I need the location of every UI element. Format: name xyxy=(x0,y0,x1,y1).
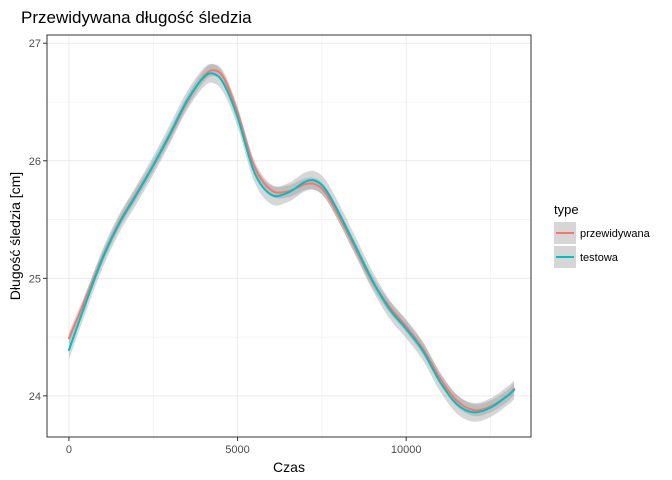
y-tick-label: 27 xyxy=(29,38,41,50)
y-tick-label: 24 xyxy=(29,391,41,403)
legend-label-testowa: testowa xyxy=(580,252,619,264)
confidence-band-przewidywana xyxy=(68,64,515,417)
x-tick-label: 10000 xyxy=(391,444,422,456)
legend-item-testowa: testowa xyxy=(554,246,619,268)
plot-background xyxy=(47,35,531,437)
legend: type przewidywana testowa xyxy=(554,202,651,268)
legend-title: type xyxy=(554,202,579,217)
x-tick-label: 0 xyxy=(66,444,72,456)
y-tick-label: 26 xyxy=(29,156,41,168)
legend-items: przewidywana testowa xyxy=(554,222,651,268)
chart-title: Przewidywana długość śledzia xyxy=(21,8,252,27)
plot-panel xyxy=(46,34,532,438)
y-tick-label: 25 xyxy=(29,273,41,285)
y-axis-ticks: 24 25 26 27 xyxy=(29,38,47,403)
series-line-testowa xyxy=(67,72,516,414)
x-axis-title: Czas xyxy=(273,459,305,475)
x-tick-label: 5000 xyxy=(225,444,249,456)
y-axis-title: Długość śledzia [cm] xyxy=(7,172,23,300)
plot-border xyxy=(46,34,532,438)
legend-item-przewidywana: przewidywana xyxy=(554,222,651,244)
legend-label-przewidywana: przewidywana xyxy=(580,228,651,240)
x-axis-ticks: 0 5000 10000 xyxy=(66,437,422,456)
grid-minor xyxy=(47,35,531,437)
confidence-band-testowa xyxy=(68,63,515,422)
series-lines xyxy=(67,69,516,414)
confidence-bands xyxy=(68,63,515,422)
